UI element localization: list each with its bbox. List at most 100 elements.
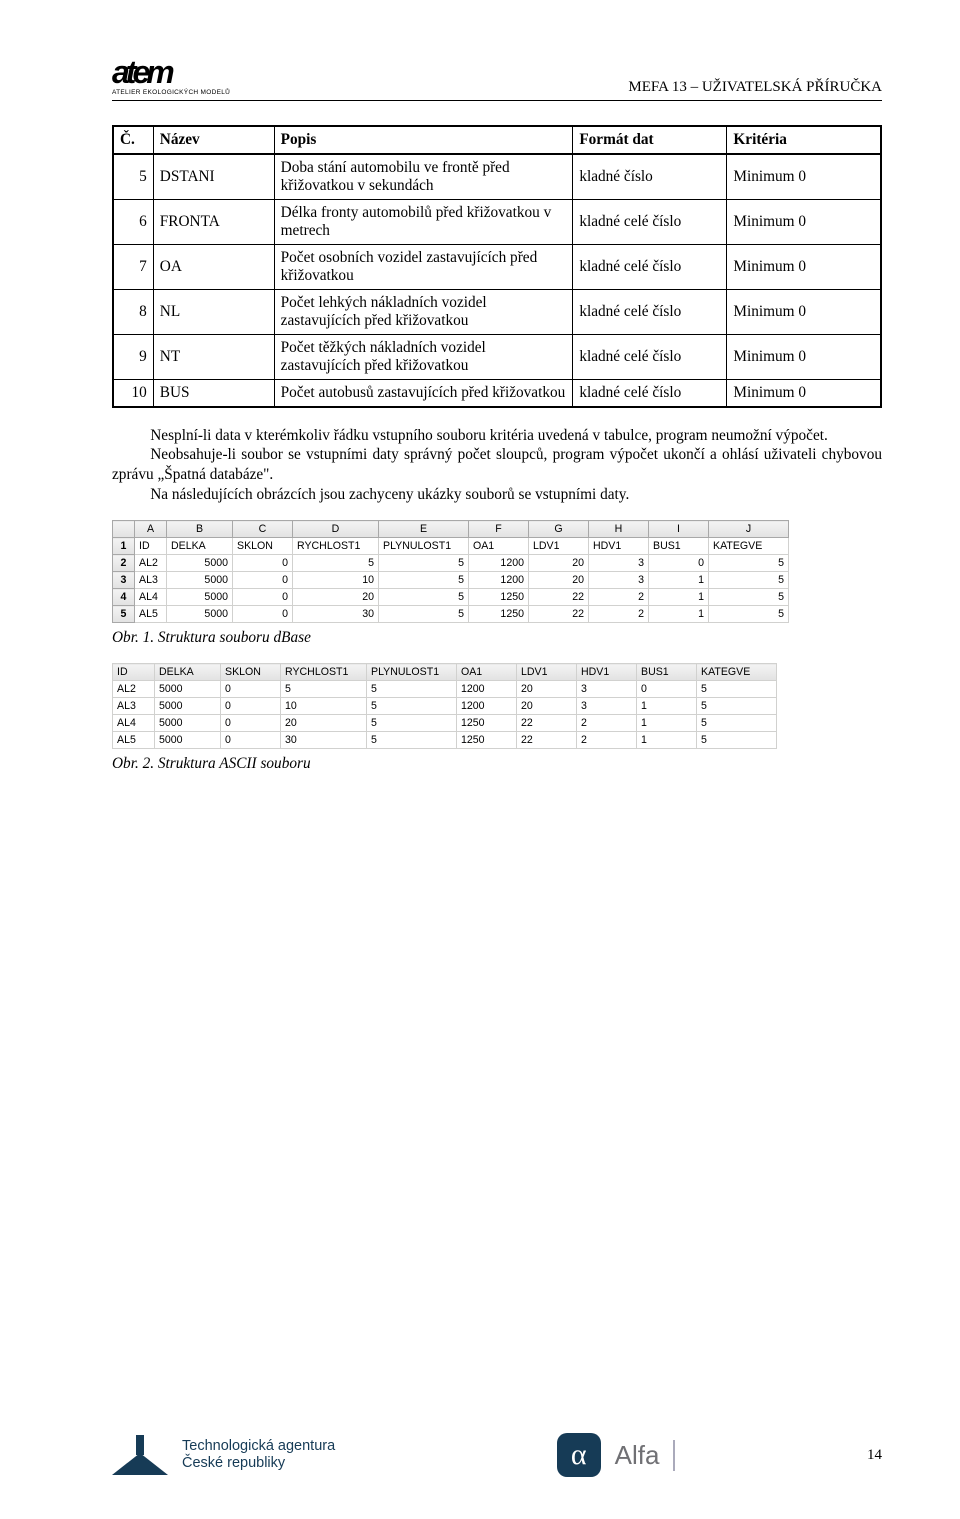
ss-cell: 0 [233,589,293,606]
ss-cell: 1 [637,732,697,749]
ss-corner [113,521,135,538]
ss-cell: 1 [637,698,697,715]
ss-cell: 1 [649,606,709,623]
ss-cell: 5 [709,572,789,589]
ss-cell: 20 [281,715,367,732]
ss-cell: KATEGVE [709,538,789,555]
ss-cell: 5 [709,606,789,623]
ss-cell: PLYNULOST1 [379,538,469,555]
ss-cell: 0 [221,732,281,749]
ss-cell: 1250 [469,589,529,606]
ss-cell: 5 [367,681,457,698]
header-separator [112,100,882,101]
table-row: 7OAPočet osobních vozidel zastavujících … [113,244,881,289]
table-row: 9NTPočet těžkých nákladních vozidel zast… [113,334,881,379]
ss-cell: 1200 [469,555,529,572]
ss-row-num: 1 [113,538,135,555]
paragraph-1: Nesplní-li data v kterémkoliv řádku vstu… [112,426,882,446]
ss-cell: AL3 [135,572,167,589]
ss-cell: AL2 [135,555,167,572]
ss-cell: ID [135,538,167,555]
ss-header: ID [113,664,155,681]
ss-cell: SKLON [233,538,293,555]
ss-cell: 5 [697,732,777,749]
ss-cell: 1200 [457,698,517,715]
ss-cell: 0 [221,681,281,698]
tacr-line1: Technologická agentura [182,1438,335,1455]
ss-cell: 30 [281,732,367,749]
ss-cell: 3 [577,698,637,715]
tacr-icon [112,1435,168,1475]
col-num: Č. [113,126,153,154]
ss-row-num: 4 [113,589,135,606]
ss-cell: 5 [697,715,777,732]
cell: Minimum 0 [727,199,881,244]
ss-cell: 3 [577,681,637,698]
cell: BUS [153,379,274,407]
header-title: MEFA 13 – UŽIVATELSKÁ PŘÍRUČKA [628,79,882,96]
table-row: 8NLPočet lehkých nákladních vozidel zast… [113,289,881,334]
body-text: Nesplní-li data v kterémkoliv řádku vstu… [112,426,882,504]
cell: kladné celé číslo [573,244,727,289]
cell: 6 [113,199,153,244]
cell: DSTANI [153,154,274,200]
ss-cell: 2 [589,606,649,623]
cell: kladné celé číslo [573,199,727,244]
cell: Minimum 0 [727,289,881,334]
ss-col-letter: E [379,521,469,538]
ss-cell: 10 [293,572,379,589]
ss-cell: 1200 [457,681,517,698]
ss-cell: 1 [649,572,709,589]
table-row: 6FRONTADélka fronty automobilů před křiž… [113,199,881,244]
ss-col-letter: J [709,521,789,538]
logo-text: atem [112,58,171,87]
col-popis: Popis [274,126,573,154]
ss-col-letter: H [589,521,649,538]
tacr-line2: České republiky [182,1455,335,1472]
cell: kladné celé číslo [573,334,727,379]
cell: Minimum 0 [727,334,881,379]
ss-cell: 2 [577,715,637,732]
ss-cell: 22 [529,589,589,606]
ss-cell: RYCHLOST1 [293,538,379,555]
ss-cell: 5 [697,681,777,698]
cell: kladné celé číslo [573,379,727,407]
col-fmt: Formát dat [573,126,727,154]
caption-1: Obr. 1. Struktura souboru dBase [112,629,882,647]
cell: kladné číslo [573,154,727,200]
paragraph-3: Na následujících obrázcích jsou zachycen… [112,485,882,505]
ss-cell: DELKA [167,538,233,555]
ss-cell: OA1 [469,538,529,555]
ss-cell: 22 [517,715,577,732]
ss-cell: AL5 [135,606,167,623]
ss-cell: 5000 [155,681,221,698]
ss-cell: 0 [233,555,293,572]
cell: 9 [113,334,153,379]
cell: 10 [113,379,153,407]
cell: Počet autobusů zastavujících před křižov… [274,379,573,407]
cell: Počet těžkých nákladních vozidel zastavu… [274,334,573,379]
ss-header: KATEGVE [697,664,777,681]
ss-cell: 22 [517,732,577,749]
ss-cell: 5 [293,555,379,572]
cell: Minimum 0 [727,379,881,407]
ss-header: LDV1 [517,664,577,681]
spreadsheet-ascii: IDDELKASKLONRYCHLOST1PLYNULOST1OA1LDV1HD… [112,663,777,749]
ss-cell: 5 [379,555,469,572]
ss-cell: 3 [589,572,649,589]
cell: OA [153,244,274,289]
cell: 5 [113,154,153,200]
ss-cell: 5 [367,732,457,749]
cell: Počet osobních vozidel zastavujících pře… [274,244,573,289]
ss-cell: 5 [379,572,469,589]
cell: Délka fronty automobilů před křižovatkou… [274,199,573,244]
page-number: 14 [867,1447,882,1464]
ss-header: BUS1 [637,664,697,681]
paragraph-2: Neobsahuje-li soubor se vstupními daty s… [112,445,882,484]
cell: 8 [113,289,153,334]
ss-cell: 1250 [457,715,517,732]
ss-cell: 30 [293,606,379,623]
ss-col-letter: C [233,521,293,538]
table-row: 5DSTANIDoba stání automobilu ve frontě p… [113,154,881,200]
ss-cell: 2 [589,589,649,606]
